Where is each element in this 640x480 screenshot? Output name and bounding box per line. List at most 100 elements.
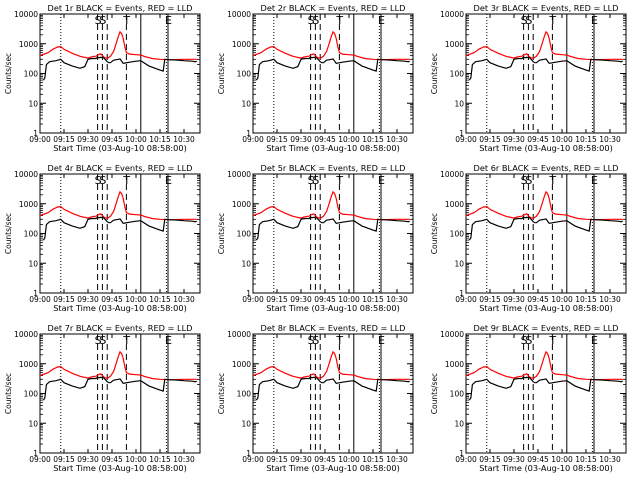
x-tick-label: 09:15 xyxy=(479,455,501,464)
panel-title: Det 3r BLACK = Events, RED = LLD xyxy=(474,3,619,13)
y-tick-label: 1 xyxy=(459,129,464,138)
x-tick-label: 09:30 xyxy=(77,455,99,464)
panel-det-7: Det 7r BLACK = Events, RED = LLD 09:00 09:… xyxy=(4,323,201,473)
y-tick-label: 1 xyxy=(246,289,251,298)
series-line-lld xyxy=(252,190,410,221)
marker-label: S xyxy=(521,334,528,347)
x-tick-label: 10:00 xyxy=(125,455,147,464)
x-tick-label: 09:00 xyxy=(242,295,264,304)
marker-label: T xyxy=(335,174,343,187)
x-axis-label: Start Time (03-Aug-10 08:58:00) xyxy=(479,303,613,313)
x-tick-label: 09:00 xyxy=(455,295,477,304)
y-tick-label: 10 xyxy=(241,419,251,428)
x-axis-label: Start Time (03-Aug-10 08:58:00) xyxy=(53,143,187,153)
x-tick-label: 09:15 xyxy=(266,295,288,304)
y-axis-label: Counts/sec xyxy=(217,53,226,94)
y-tick-label: 1000 xyxy=(445,40,464,49)
x-tick-label: 09:00 xyxy=(242,135,264,144)
y-tick-label: 10000 xyxy=(227,330,251,339)
y-tick-label: 1000 xyxy=(19,360,38,369)
x-tick-label: 09:45 xyxy=(527,455,549,464)
series-line-lld xyxy=(465,190,623,221)
y-tick-label: 10 xyxy=(28,259,38,268)
x-tick-label: 10:15 xyxy=(575,135,597,144)
y-tick-label: 10 xyxy=(28,99,38,108)
series-line-lld xyxy=(252,30,410,61)
x-tick-label: 09:15 xyxy=(266,135,288,144)
y-axis-label: Counts/sec xyxy=(4,373,13,414)
series-line-events xyxy=(468,216,623,241)
x-tick-label: 10:30 xyxy=(599,455,621,464)
y-tick-label: 10 xyxy=(454,259,464,268)
y-tick-label: 100 xyxy=(450,390,465,399)
x-tick-label: 09:45 xyxy=(314,135,336,144)
y-tick-label: 1 xyxy=(33,449,38,458)
marker-label: T xyxy=(122,14,130,27)
x-tick-label: 09:45 xyxy=(101,455,123,464)
marker-label: E xyxy=(378,334,385,347)
x-tick-label: 09:00 xyxy=(455,135,477,144)
marker-label: S xyxy=(312,14,319,27)
x-tick-label: 09:15 xyxy=(266,455,288,464)
y-tick-label: 1000 xyxy=(232,40,251,49)
y-tick-label: 1000 xyxy=(445,360,464,369)
marker-label: E xyxy=(378,14,385,27)
marker-label: T xyxy=(548,174,556,187)
marker-label: S xyxy=(521,14,528,27)
x-axis-label: Start Time (03-Aug-10 08:58:00) xyxy=(479,143,613,153)
series-line-lld xyxy=(39,30,197,61)
marker-label: S xyxy=(312,174,319,187)
x-tick-label: 10:15 xyxy=(575,295,597,304)
marker-label: S xyxy=(312,334,319,347)
y-tick-label: 1 xyxy=(246,449,251,458)
marker-label: E xyxy=(165,334,172,347)
marker-label: S xyxy=(99,14,106,27)
y-tick-label: 100 xyxy=(237,70,252,79)
y-axis-label: Counts/sec xyxy=(430,53,439,94)
marker-label: E xyxy=(165,174,172,187)
panel-det-3: Det 3r BLACK = Events, RED = LLD 09:00 09:… xyxy=(430,3,627,153)
y-tick-label: 10000 xyxy=(440,170,464,179)
y-axis-label: Counts/sec xyxy=(430,373,439,414)
x-axis-label: Start Time (03-Aug-10 08:58:00) xyxy=(266,143,400,153)
panel-title: Det 1r BLACK = Events, RED = LLD xyxy=(48,3,193,13)
y-tick-label: 100 xyxy=(24,70,39,79)
marker-label: E xyxy=(591,334,598,347)
y-tick-label: 100 xyxy=(24,390,39,399)
x-tick-label: 09:30 xyxy=(503,135,525,144)
marker-label: T xyxy=(335,14,343,27)
marker-label: E xyxy=(591,174,598,187)
marker-label: T xyxy=(335,334,343,347)
y-tick-label: 10 xyxy=(454,99,464,108)
x-tick-label: 10:30 xyxy=(173,295,195,304)
x-tick-label: 09:45 xyxy=(527,135,549,144)
x-tick-label: 09:30 xyxy=(290,455,312,464)
x-tick-label: 09:15 xyxy=(53,295,75,304)
x-tick-label: 10:15 xyxy=(149,295,171,304)
marker-label: S xyxy=(308,14,315,27)
x-tick-label: 10:15 xyxy=(362,455,384,464)
x-tick-label: 09:00 xyxy=(29,455,51,464)
marker-label: E xyxy=(378,174,385,187)
y-tick-label: 100 xyxy=(237,390,252,399)
x-tick-label: 10:15 xyxy=(149,135,171,144)
panel-title: Det 2r BLACK = Events, RED = LLD xyxy=(261,3,406,13)
panel-title: Det 7r BLACK = Events, RED = LLD xyxy=(48,323,193,333)
x-tick-label: 09:00 xyxy=(242,455,264,464)
x-tick-label: 10:15 xyxy=(362,295,384,304)
y-tick-label: 100 xyxy=(237,230,252,239)
x-tick-label: 09:45 xyxy=(101,295,123,304)
x-tick-label: 10:30 xyxy=(599,135,621,144)
panel-title: Det 9r BLACK = Events, RED = LLD xyxy=(474,323,619,333)
x-tick-label: 10:00 xyxy=(551,295,573,304)
marker-label: S xyxy=(95,174,102,187)
series-line-events xyxy=(255,376,410,401)
panel-title: Det 8r BLACK = Events, RED = LLD xyxy=(261,323,406,333)
y-tick-label: 10 xyxy=(28,419,38,428)
series-line-events xyxy=(255,216,410,241)
series-line-events xyxy=(468,376,623,401)
